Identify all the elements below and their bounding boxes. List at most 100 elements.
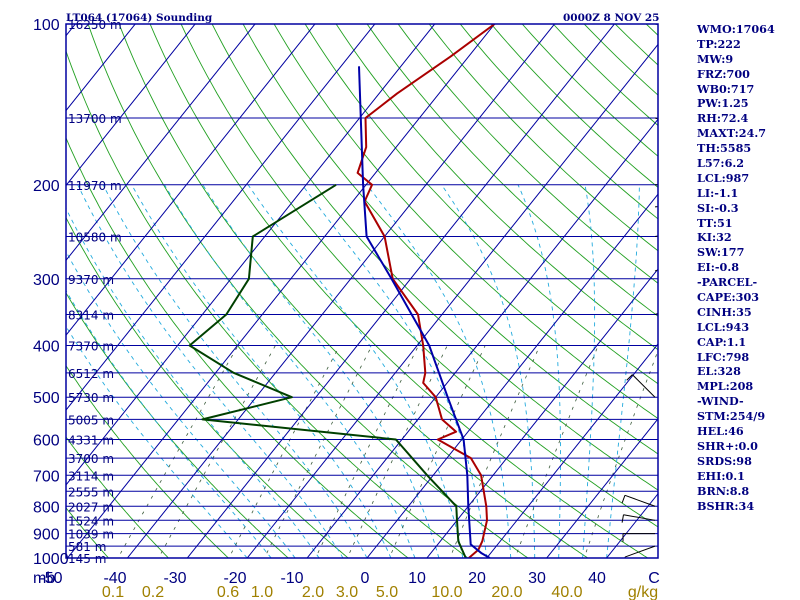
temperature-tick: 10: [408, 570, 426, 587]
index-value: -WIND-: [697, 394, 744, 409]
mixing-ratio-line: [263, 345, 373, 558]
height-label: 8314 m: [68, 309, 114, 323]
isotherm: [66, 24, 436, 486]
index-value: KI:32: [697, 230, 732, 245]
mixing-ratio-lines: [117, 345, 658, 558]
index-value: EL:328: [697, 364, 741, 379]
index-value: CAPE:303: [697, 290, 760, 305]
dry-adiabat: [242, 24, 658, 455]
dry-adiabats: [0, 12, 658, 569]
isotherm: [426, 268, 658, 558]
pressure-tick: 700: [33, 468, 60, 485]
pressure-tick: 900: [33, 527, 60, 544]
isotherm: [126, 24, 556, 558]
dry-adiabat: [66, 136, 409, 558]
mixing-ratio-tick: 10.0: [431, 584, 462, 600]
wind-barb: [622, 533, 655, 542]
height-label: 2555 m: [68, 485, 114, 499]
wind-barb: [654, 206, 658, 208]
isotherm: [66, 24, 376, 411]
temperature-tick: -40: [103, 570, 126, 587]
index-value: MAXT:24.7: [697, 126, 767, 141]
chart-frame: [65, 23, 659, 559]
index-value: MPL:208: [697, 379, 754, 394]
dry-adiabat: [149, 24, 649, 558]
mixing-ratio-tick: 5.0: [376, 584, 398, 600]
dry-adiabat: [66, 49, 469, 558]
index-value: L57:6.2: [697, 156, 745, 171]
temperature-trace: [356, 24, 496, 558]
index-value: LCL:987: [697, 170, 750, 185]
isotherm: [0, 0, 35, 569]
index-value: SI:-0.3: [697, 200, 739, 215]
pressure-tick: 200: [33, 178, 60, 195]
isotherm: [186, 24, 616, 558]
temperature-tick: 0: [361, 570, 370, 587]
index-value: TT:51: [697, 215, 733, 230]
pressure-tick: 100: [33, 17, 60, 34]
index-value: CAP:1.1: [697, 334, 747, 349]
index-value: WMO:17064: [697, 22, 775, 36]
mixing-ratio-tick: 40.0: [551, 584, 582, 600]
mixing-ratio-line: [346, 345, 448, 558]
height-label: 7370 m: [68, 340, 114, 354]
mixing-ratio-tick: 20.0: [491, 584, 522, 600]
index-value: FRZ:700: [697, 66, 750, 81]
mixing-ratio-line: [315, 345, 419, 558]
index-value: RH:72.4: [697, 111, 749, 126]
index-value: TP:222: [697, 36, 741, 51]
mixing-ratio-line: [449, 345, 541, 558]
dry-adiabat: [180, 24, 658, 528]
mixing-ratio-tick: g/kg: [628, 584, 658, 600]
wind-barb: [626, 374, 656, 398]
pressure-tick: 300: [33, 272, 60, 289]
isotherm: [66, 24, 136, 112]
index-value: PW:1.25: [697, 96, 749, 111]
indices-panel: WMO:17064 TP:222 MW:9 FRZ:700 WB0:717 PW:1.25…: [697, 22, 797, 513]
dry-adiabat: [211, 24, 658, 491]
pressure-tick: 600: [33, 433, 60, 450]
dry-adiabat: [118, 24, 589, 558]
mixing-ratio-line: [388, 345, 486, 558]
temperature-tick: C: [648, 570, 660, 587]
index-value: SW:177: [697, 245, 745, 260]
height-label: 5005 m: [68, 413, 114, 427]
temperature-tick: 30: [528, 570, 546, 587]
index-value: HEL:46: [697, 424, 744, 439]
temperature-tick: -30: [163, 570, 186, 587]
temperature-tick: -20: [223, 570, 246, 587]
moist-adiabat: [517, 184, 561, 558]
mixing-ratio-line: [514, 345, 599, 558]
height-label: 581 m: [68, 540, 106, 554]
wind-barb: [621, 514, 656, 523]
pressure-unit-label: mb: [33, 570, 55, 587]
height-label: 6512 m: [68, 367, 114, 381]
dry-adiabat: [397, 24, 658, 284]
moist-adiabat: [582, 184, 596, 558]
dry-adiabat: [273, 24, 658, 420]
isotherm: [366, 193, 658, 558]
isotherm: [246, 43, 658, 558]
height-label: 1524 m: [68, 514, 114, 528]
temperature-tick: 20: [468, 570, 486, 587]
dry-adiabat: [0, 12, 58, 569]
index-value: EHI:0.1: [697, 468, 745, 483]
height-label: 11970 m: [68, 179, 122, 193]
parcel-trace: [358, 66, 491, 558]
wind-barb: [654, 117, 658, 120]
mixing-ratio-line: [228, 345, 341, 558]
index-value: STM:254/9: [697, 409, 766, 424]
index-value: -PARCEL-: [697, 275, 758, 290]
height-label: 4331 m: [68, 434, 114, 448]
isotherm: [546, 418, 658, 558]
height-label: 1039 m: [68, 528, 114, 542]
mixing-ratio-line: [158, 345, 276, 558]
mixing-ratio-tick: 0.2: [142, 584, 164, 600]
index-value: SHR+:0.0: [697, 438, 758, 453]
chart-background: [66, 24, 658, 558]
mixing-ratio-tick: 2.0: [302, 584, 324, 600]
isotherm: [66, 24, 316, 337]
moist-adiabat: [606, 184, 640, 558]
